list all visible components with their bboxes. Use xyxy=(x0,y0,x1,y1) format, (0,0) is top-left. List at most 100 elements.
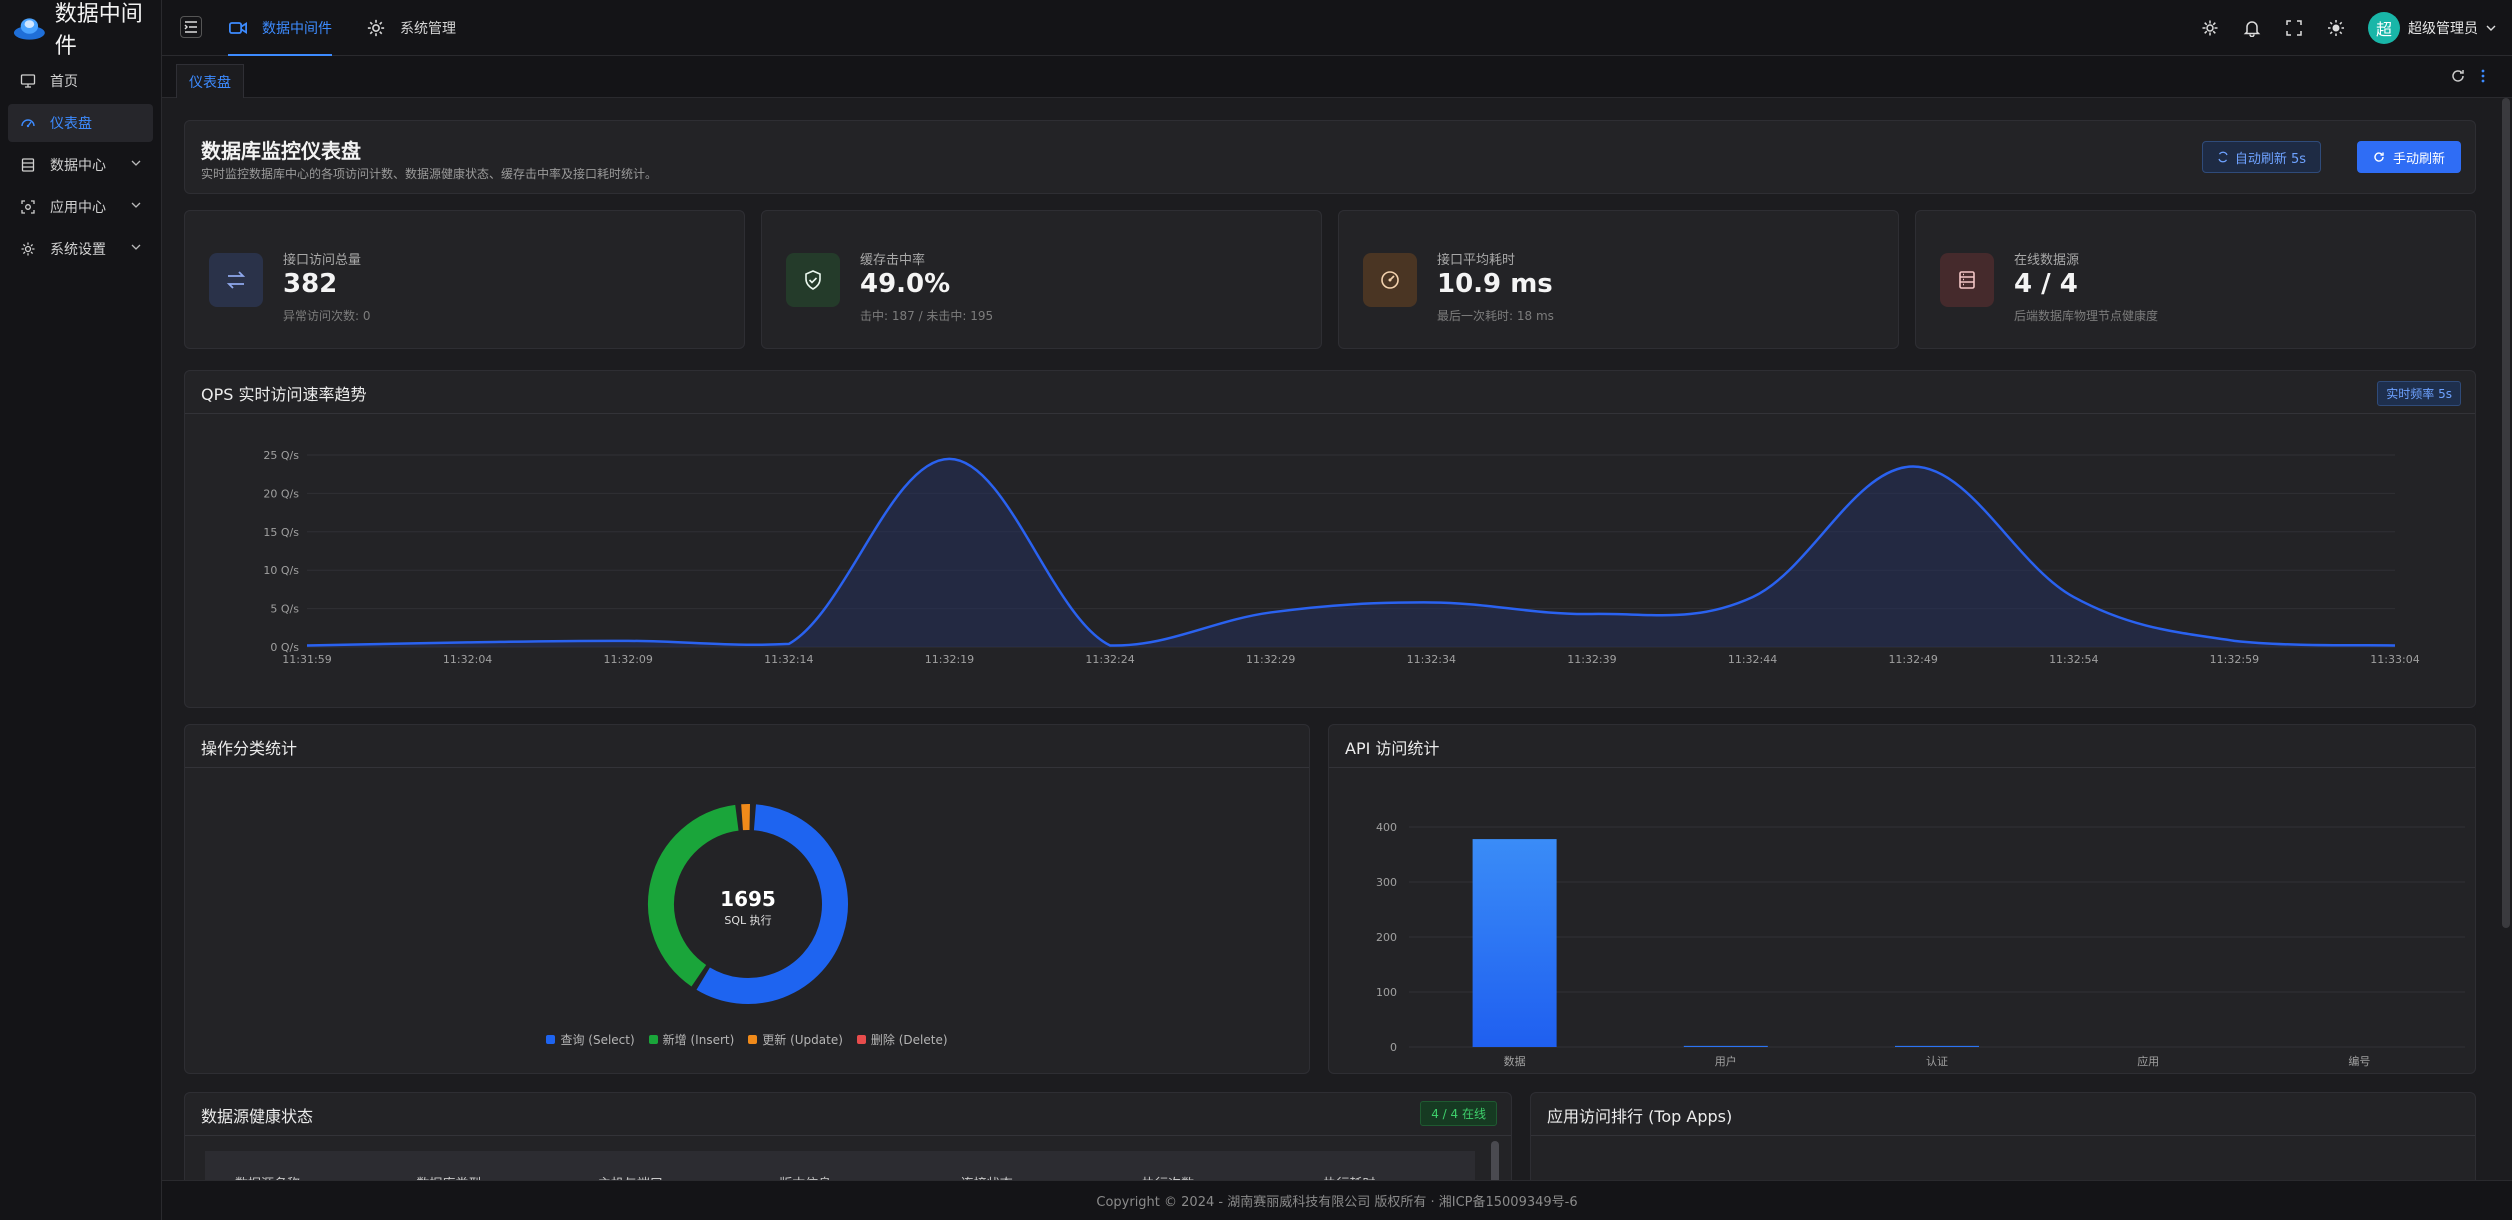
dashboard-header: 数据库监控仪表盘 实时监控数据库中心的各项访问计数、数据源健康状态、缓存击中率及… xyxy=(184,120,2476,194)
y-tick-label: 25 Q/s xyxy=(263,449,299,462)
sun-icon xyxy=(2328,20,2344,36)
bar-0[interactable] xyxy=(1472,839,1557,1047)
settings-button[interactable] xyxy=(2200,18,2220,38)
y-tick-label: 20 Q/s xyxy=(263,487,299,500)
stat-sub: 后端数据库物理节点健康度 xyxy=(2014,309,2159,323)
page-title: 数据库监控仪表盘 xyxy=(201,139,361,163)
top-apps-card: 应用访问排行 (Top Apps) xyxy=(1530,1092,2476,1180)
table-header-cell: 执行次数 xyxy=(1112,1151,1293,1180)
legend-item[interactable]: 新增 (Insert) xyxy=(648,1031,735,1048)
stat-card-online-sources: 在线数据源 4 / 4 后端数据库物理节点健康度 xyxy=(1915,210,2476,349)
tab-actions xyxy=(2450,68,2486,84)
refresh-icon xyxy=(2374,152,2384,162)
apps-title: 应用访问排行 (Top Apps) xyxy=(1547,1107,1733,1126)
stat-label: 在线数据源 xyxy=(2014,253,2080,268)
sync-icon xyxy=(2218,151,2228,163)
auto-refresh-label: 自动刷新 5s xyxy=(2234,151,2306,167)
tab-dashboard[interactable]: 仪表盘 xyxy=(176,64,244,98)
theme-toggle-button[interactable] xyxy=(2326,18,2346,38)
y-tick-label: 100 xyxy=(1376,986,1397,999)
x-tick-label: 应用 xyxy=(2137,1054,2159,1068)
legend-swatch xyxy=(648,1035,658,1044)
health-online-badge: 4 / 4 在线 xyxy=(1420,1101,1497,1126)
refresh-tab-icon[interactable] xyxy=(2450,68,2466,84)
divider xyxy=(185,413,2475,414)
stat-value: 10.9 ms xyxy=(1437,269,1553,299)
legend-label: 更新 (Update) xyxy=(762,1033,843,1047)
page-scrollbar[interactable] xyxy=(2502,98,2510,928)
manual-refresh-label: 手动刷新 xyxy=(2392,151,2445,167)
table-scrollbar[interactable] xyxy=(1491,1141,1499,1180)
user-menu[interactable]: 超 超级管理员 xyxy=(2368,12,2496,44)
speedometer-icon xyxy=(1381,271,1399,289)
stat-label: 接口访问总量 xyxy=(283,253,362,268)
qps-series-line xyxy=(306,457,2396,647)
server-icon xyxy=(1959,271,1975,289)
legend-item[interactable]: 更新 (Update) xyxy=(748,1031,843,1048)
topbar-actions: 超 超级管理员 xyxy=(2200,0,2496,56)
app-logo-icon xyxy=(13,18,45,40)
api-bar-chart: 0 100 200 300 400 数据 用户 认证 应用 编号 xyxy=(1376,821,2465,1068)
sidebar-item-0[interactable]: 首页 xyxy=(8,62,153,100)
stat-card-avg-latency: 接口平均耗时 10.9 ms 最后一次耗时: 18 ms xyxy=(1338,210,1899,349)
video-icon xyxy=(229,22,247,34)
collapse-sidebar-button[interactable] xyxy=(180,16,202,38)
stat-icon-box xyxy=(1363,253,1417,307)
notifications-button[interactable] xyxy=(2242,18,2262,38)
legend-item[interactable]: 查询 (Select) xyxy=(546,1031,635,1048)
footer: Copyright © 2024 - 湖南赛丽威科技有限公司 版权所有 · 湘I… xyxy=(162,1180,2512,1220)
dashboard-icon xyxy=(21,119,35,128)
topnav-label: 数据中间件 xyxy=(262,21,332,37)
auto-refresh-button[interactable]: 自动刷新 5s xyxy=(2201,141,2321,173)
legend-label: 新增 (Insert) xyxy=(662,1033,735,1047)
sidebar-item-2[interactable]: 数据中心 xyxy=(8,146,153,184)
donut-slice-0[interactable] xyxy=(696,804,848,1004)
sidebar-item-1[interactable]: 仪表盘 xyxy=(8,104,153,142)
donut-slice-1[interactable] xyxy=(648,804,739,987)
sidebar-item-3[interactable]: 应用中心 xyxy=(8,188,153,226)
tab-bar: 仪表盘 xyxy=(162,56,2512,98)
divider xyxy=(185,1135,1511,1136)
x-tick-label: 11:32:04 xyxy=(443,653,492,666)
manual-refresh-button[interactable]: 手动刷新 xyxy=(2356,141,2461,173)
x-tick-label: 11:32:59 xyxy=(2210,653,2259,666)
ops-donut-chart: 1695 SQL 执行 xyxy=(648,804,848,1004)
x-tick-label: 数据 xyxy=(1504,1054,1526,1068)
table-header-cell: 执行耗时 xyxy=(1294,1151,1475,1180)
y-tick-label: 300 xyxy=(1376,876,1397,889)
copyright-text: Copyright © 2024 - 湖南赛丽威科技有限公司 版权所有 · 湘I… xyxy=(1096,1195,1578,1210)
stat-value: 382 xyxy=(283,269,338,299)
divider xyxy=(1531,1135,2475,1136)
x-tick-label: 编号 xyxy=(2348,1054,2370,1068)
qps-area xyxy=(307,458,2395,647)
shield-check-icon xyxy=(805,270,821,290)
x-tick-label: 11:32:39 xyxy=(1567,653,1616,666)
legend-swatch xyxy=(748,1035,758,1044)
legend-swatch xyxy=(856,1035,866,1044)
chevron-down-icon xyxy=(131,202,141,208)
stat-sub: 击中: 187 / 未击中: 195 xyxy=(860,309,994,323)
ops-title: 操作分类统计 xyxy=(201,739,298,758)
bell-icon xyxy=(2243,21,2261,37)
stat-value: 49.0% xyxy=(860,269,951,299)
health-table-header: 数据源名称数据库类型主机与端口版本信息连接状态执行次数执行耗时 xyxy=(205,1151,1475,1180)
bar-2[interactable] xyxy=(1895,1045,1979,1047)
bar-1[interactable] xyxy=(1683,1045,1768,1047)
x-tick-label: 11:32:24 xyxy=(1085,653,1134,666)
y-tick-label: 5 Q/s xyxy=(270,603,299,616)
x-tick-label: 认证 xyxy=(1926,1055,1948,1068)
y-tick-label: 0 xyxy=(1390,1041,1397,1054)
topnav-item-1[interactable]: 系统管理 xyxy=(366,0,456,56)
sidebar-item-label: 首页 xyxy=(50,74,78,90)
sidebar-item-label: 仪表盘 xyxy=(50,116,92,132)
transfer-icon xyxy=(226,271,246,289)
legend-item[interactable]: 删除 (Delete) xyxy=(856,1031,948,1048)
fullscreen-button[interactable] xyxy=(2284,18,2304,38)
table-header-cell: 数据库类型 xyxy=(386,1151,567,1180)
more-vertical-icon[interactable] xyxy=(2480,68,2486,84)
legend-label: 删除 (Delete) xyxy=(870,1033,948,1047)
sidebar-item-4[interactable]: 系统设置 xyxy=(8,230,153,268)
x-tick-label: 11:32:19 xyxy=(925,653,974,666)
topnav-label: 系统管理 xyxy=(400,21,456,37)
topnav-item-0[interactable]: 数据中间件 xyxy=(228,0,332,56)
